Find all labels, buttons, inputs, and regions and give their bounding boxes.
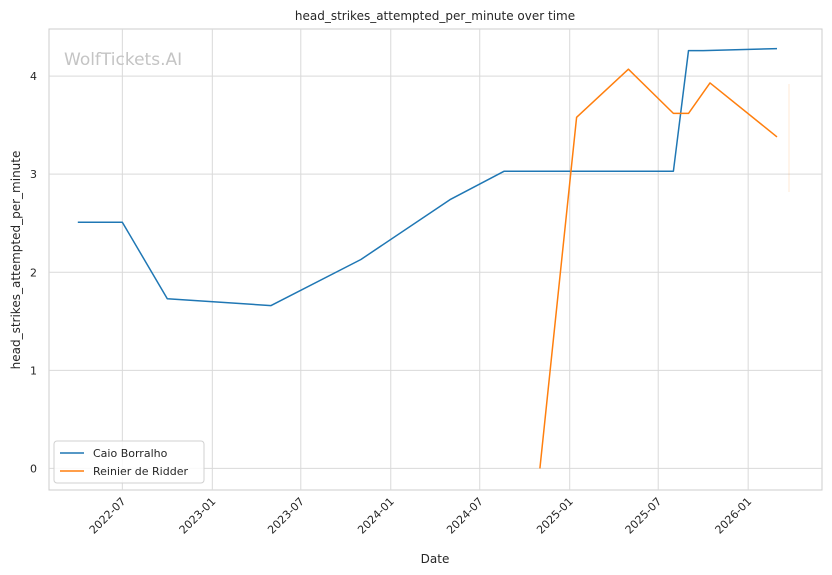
grid-lines: [49, 29, 822, 490]
chart-title: head_strikes_attempted_per_minute over t…: [295, 9, 575, 23]
legend: Caio Borralho Reinier de Ridder: [53, 440, 205, 484]
legend-label-caio-borralho: Caio Borralho: [93, 447, 168, 460]
y-tick-label: 3: [30, 168, 37, 181]
y-tick-label: 2: [30, 266, 37, 279]
x-tick-label: 2024-01: [355, 495, 397, 537]
series-lines: [77, 47, 778, 469]
x-tick-label: 2023-01: [177, 495, 219, 537]
y-tick-labels: 0 1 2 3 4: [30, 70, 37, 475]
y-tick-label: 1: [30, 364, 37, 377]
y-axis-title: head_strikes_attempted_per_minute: [9, 151, 23, 370]
y-tick-label: 0: [30, 462, 37, 475]
x-tick-label: 2024-07: [444, 495, 486, 537]
legend-box: [53, 440, 205, 484]
x-tick-labels: 2022-07 2023-01 2023-07 2024-01 2024-07 2025-…: [87, 495, 755, 537]
series-line-caio-borralho: [77, 47, 778, 307]
legend-label-reinier-de-ridder: Reinier de Ridder: [93, 465, 188, 478]
x-tick-label: 2026-01: [713, 495, 755, 537]
plot-area: [48, 28, 823, 491]
x-tick-label: 2023-07: [265, 495, 307, 537]
series-line-reinier-de-ridder: [539, 68, 778, 469]
watermark: WolfTickets.AI: [64, 50, 182, 70]
y-tick-label: 4: [30, 70, 37, 83]
x-tick-label: 2025-07: [623, 495, 665, 537]
x-axis-title: Date: [421, 552, 450, 566]
x-tick-label: 2025-01: [534, 495, 576, 537]
x-tick-label: 2022-07: [87, 495, 129, 537]
